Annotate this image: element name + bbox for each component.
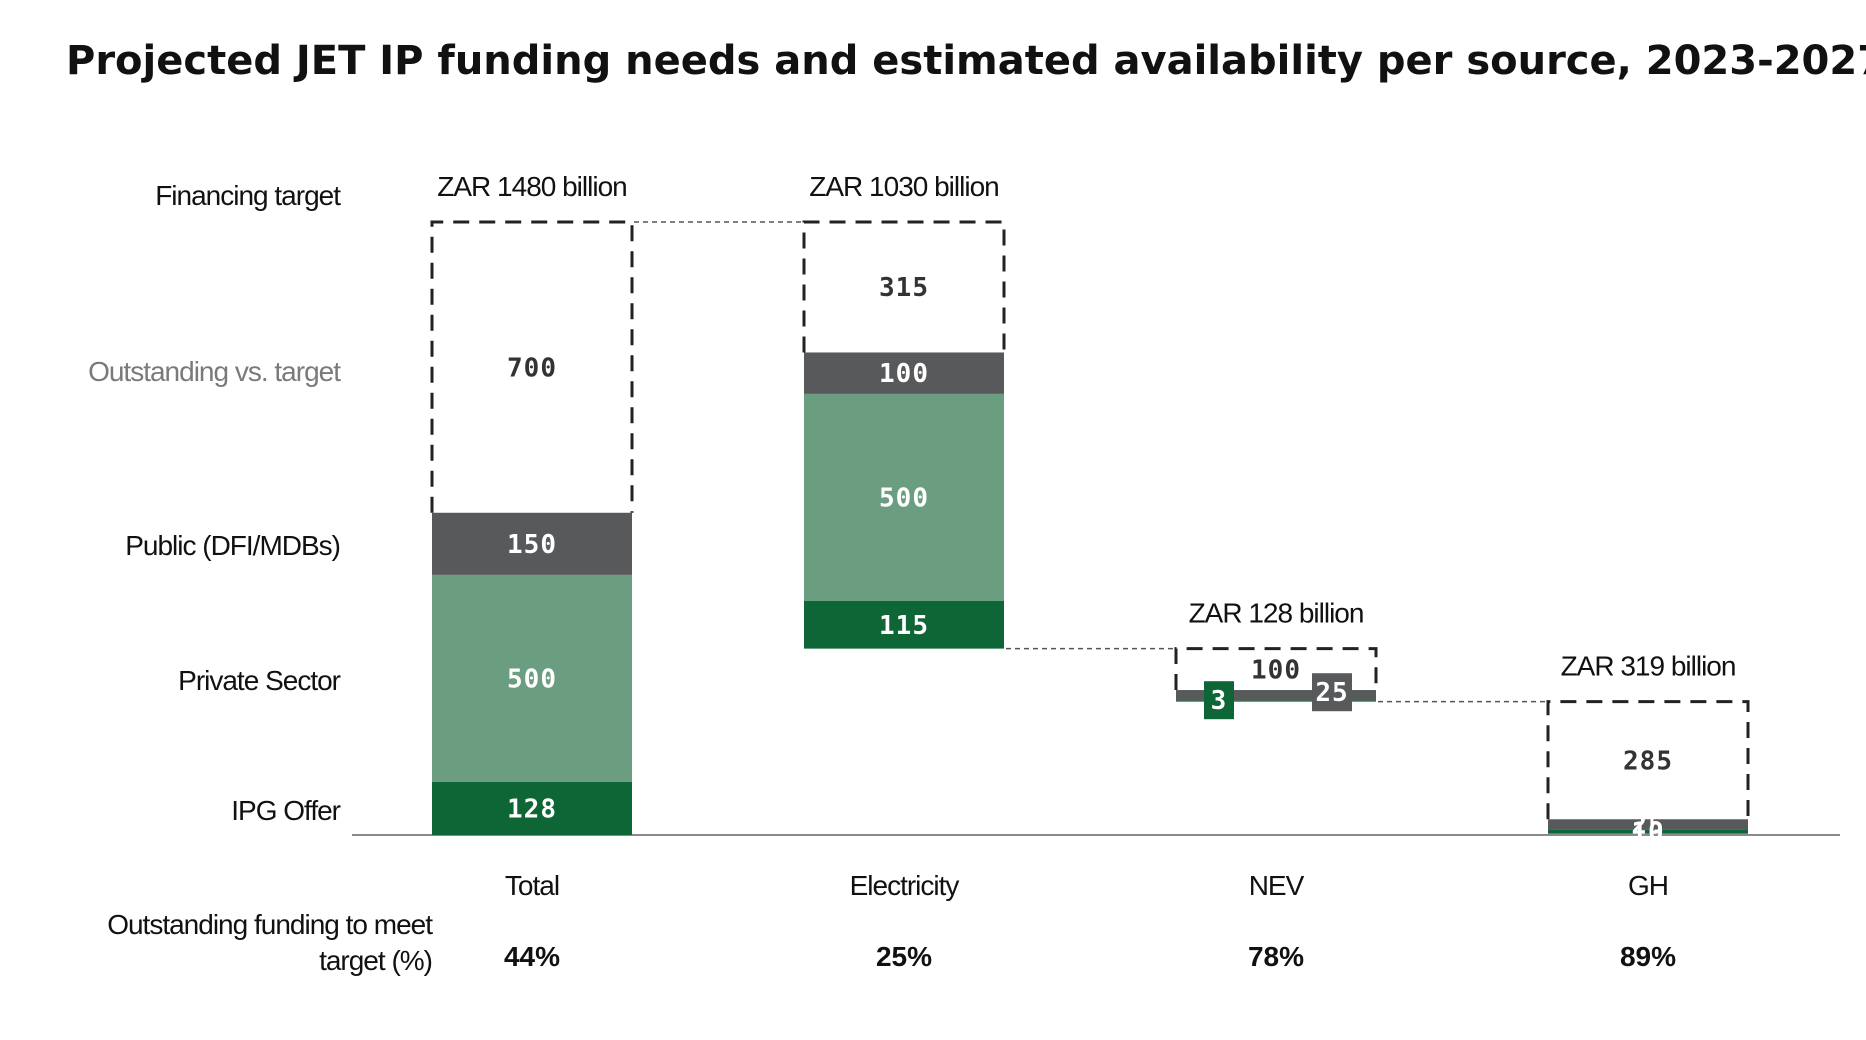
value-label-outstanding-gh: 285 bbox=[1623, 746, 1673, 776]
value-label-public-dfi-mdbs-nev: 25 bbox=[1315, 678, 1348, 708]
bar-public-dfi-mdbs-total bbox=[432, 512, 632, 575]
badge-public-nev bbox=[1312, 673, 1352, 712]
outstanding-pct-total: 44% bbox=[504, 941, 560, 972]
bar-public-dfi-mdbs-nev bbox=[1176, 690, 1376, 701]
outstanding-box-electricity bbox=[802, 220, 1006, 353]
bar-public-dfi-mdbs-electricity bbox=[804, 352, 1004, 394]
value-label-public-dfi-mdbs-total: 150 bbox=[507, 530, 557, 560]
bar-ipg-offer-gh bbox=[1548, 829, 1748, 834]
bar-public-dfi-mdbs-gh bbox=[1548, 819, 1748, 830]
value-label-ipg-offer-electricity: 115 bbox=[879, 611, 929, 641]
outstanding-pct-electricity: 25% bbox=[876, 941, 932, 972]
value-label-private-sector-total: 500 bbox=[507, 664, 557, 694]
target-label-gh: ZAR 319 billion bbox=[1561, 651, 1736, 682]
row-label-ipg: IPG Offer bbox=[231, 795, 340, 826]
chart-marks: 128 500 150 700 ZAR 1480 billion Total 44% 115 5… bbox=[352, 171, 1840, 972]
category-label-electricity: Electricity bbox=[850, 870, 960, 901]
row-label-outstanding: Outstanding vs. target bbox=[88, 356, 341, 387]
value-label-outstanding-total: 700 bbox=[507, 353, 557, 383]
bar-ipg-offer-electricity bbox=[804, 600, 1004, 649]
target-label-total: ZAR 1480 billion bbox=[437, 171, 626, 202]
badge-ipg-nev bbox=[1204, 681, 1234, 720]
value-label-ipg-offer-nev: 3 bbox=[1211, 686, 1228, 716]
outstanding-box-gh bbox=[1546, 700, 1750, 820]
bar-private-sector-electricity bbox=[804, 393, 1004, 601]
target-label-electricity: ZAR 1030 billion bbox=[809, 171, 998, 202]
footer-label-line1: Outstanding funding to meet bbox=[107, 909, 433, 940]
row-label-financing-target: Financing target bbox=[155, 180, 341, 211]
value-label-ipg-offer-gh: 10 bbox=[1631, 818, 1664, 848]
row-label-public: Public (DFI/MDBs) bbox=[125, 530, 340, 561]
chart-title: Projected JET IP funding needs and estim… bbox=[66, 38, 1866, 84]
value-label-ipg-offer-total: 128 bbox=[507, 794, 557, 824]
category-label-gh: GH bbox=[1628, 870, 1668, 901]
outstanding-box-nev bbox=[1174, 647, 1378, 691]
value-label-public-dfi-mdbs-gh: 25 bbox=[1631, 810, 1664, 840]
value-label-public-dfi-mdbs-electricity: 100 bbox=[879, 359, 929, 389]
category-label-nev: NEV bbox=[1249, 870, 1305, 901]
row-label-private: Private Sector bbox=[178, 665, 341, 696]
footer-label-line2: target (%) bbox=[319, 945, 432, 976]
target-label-nev: ZAR 128 billion bbox=[1189, 598, 1364, 629]
outstanding-pct-nev: 78% bbox=[1248, 941, 1304, 972]
value-label-outstanding-nev: 100 bbox=[1251, 655, 1301, 685]
value-label-private-sector-electricity: 500 bbox=[879, 483, 929, 513]
outstanding-box-total bbox=[430, 220, 634, 513]
bar-ipg-offer-nev bbox=[1176, 700, 1376, 702]
value-label-outstanding-electricity: 315 bbox=[879, 273, 929, 303]
bar-ipg-offer-total bbox=[432, 781, 632, 835]
outstanding-pct-gh: 89% bbox=[1620, 941, 1676, 972]
bar-private-sector-total bbox=[432, 574, 632, 782]
category-label-total: Total bbox=[505, 870, 559, 901]
